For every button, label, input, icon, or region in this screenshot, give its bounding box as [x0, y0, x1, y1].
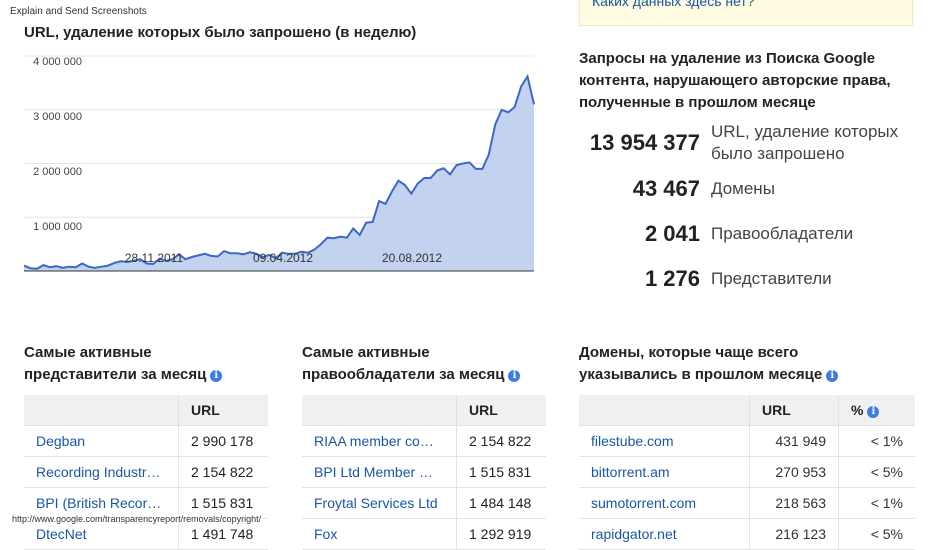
pct-value: < 5%: [838, 518, 915, 550]
table-row: Froytal Services Ltd 1 484 148: [302, 487, 546, 519]
owner-link[interactable]: Froytal Services Ltd: [314, 495, 438, 511]
url-removal-chart: 4 000 000 3 000 000 2 000 000 1 000 000 …: [23, 55, 535, 272]
info-icon[interactable]: i: [826, 370, 839, 382]
url-count: 431 949: [749, 425, 839, 457]
url-count: 1 515 831: [178, 487, 268, 519]
reporters-title: Самые активные представители за месяц i: [24, 342, 244, 386]
url-count: 270 953: [749, 456, 839, 488]
reporters-title-text: Самые активные представители за месяц: [24, 344, 207, 383]
notice-box: Каких данных здесь нет?: [579, 0, 913, 26]
table-row: filestube.com 431 949 < 1%: [579, 425, 915, 457]
owner-link[interactable]: BPI Ltd Member …: [314, 464, 434, 480]
domain-link[interactable]: bittorrent.am: [579, 456, 750, 488]
reporters-table: URL Degban 2 990 178 Recording Industr… 2 …: [24, 395, 268, 550]
url-count: 1 292 919: [456, 518, 546, 550]
y-tick-label: 2 000 000: [33, 166, 82, 178]
domain-link[interactable]: filestube.com: [579, 425, 750, 457]
reporter-link[interactable]: Degban: [36, 433, 86, 449]
pct-value: < 1%: [838, 425, 915, 457]
header-pct: % i: [838, 395, 915, 426]
pct-label: %: [851, 402, 864, 418]
url-count: 216 123: [749, 518, 839, 550]
domain-link[interactable]: rapidgator.net: [579, 518, 750, 550]
top-note: Explain and Send Screenshots: [10, 6, 147, 17]
table-header: URL: [24, 395, 268, 426]
x-tick-label: 28.11.2011: [125, 251, 184, 265]
pct-value: < 1%: [838, 487, 915, 519]
stat-label: URL, удаление которых было запрошено: [711, 122, 899, 163]
header-url: URL: [456, 395, 546, 426]
chart-title: URL, удаление которых было запрошено (в …: [24, 24, 417, 41]
stat-label: Домены: [711, 179, 775, 198]
table-row: bittorrent.am 270 953 < 5%: [579, 456, 915, 488]
stats-title: Запросы на удаление из Поиска Google кон…: [579, 50, 891, 111]
table-header: URL: [302, 395, 546, 426]
owners-table: URL RIAA member co… 2 154 822 BPI Ltd Mem…: [302, 395, 546, 550]
series-line: [23, 73, 535, 270]
table-row: Fox 1 292 919: [302, 518, 546, 550]
x-tick-label: 20.08.2012: [382, 251, 442, 265]
stat-value: 2 041: [644, 221, 700, 246]
owners-title-text: Самые активные правообладатели за месяц: [302, 344, 505, 383]
header-name: [302, 395, 457, 426]
table-row: sumotorrent.com 218 563 < 1%: [579, 487, 915, 519]
info-icon[interactable]: i: [210, 370, 223, 382]
y-tick-label: 3 000 000: [33, 111, 82, 123]
table-row: Degban 2 990 178: [24, 425, 268, 457]
x-tick-label: 09.04.2012: [253, 251, 313, 265]
header-name: [579, 395, 750, 426]
footer-url: http://www.google.com/transparencyreport…: [10, 514, 264, 524]
reporter-link[interactable]: Recording Industr…: [36, 464, 161, 480]
info-icon[interactable]: i: [867, 406, 880, 418]
y-tick-label: 1 000 000: [33, 221, 82, 233]
table-row: Recording Industr… 2 154 822: [24, 456, 268, 488]
stat-value: 13 954 377: [589, 130, 700, 155]
url-count: 218 563: [749, 487, 839, 519]
header-name: [24, 395, 179, 426]
url-count: 2 154 822: [456, 425, 546, 457]
table-row: RIAA member co… 2 154 822: [302, 425, 546, 457]
domain-link[interactable]: sumotorrent.com: [579, 487, 750, 519]
owners-title: Самые активные правообладатели за месяц i: [302, 342, 542, 386]
info-icon[interactable]: i: [508, 370, 521, 382]
owner-link[interactable]: RIAA member co…: [314, 433, 434, 449]
reporter-link[interactable]: BPI (British Recor…: [36, 495, 162, 511]
table-row: BPI Ltd Member … 1 515 831: [302, 456, 546, 488]
pct-value: < 5%: [838, 456, 915, 488]
header-url: URL: [178, 395, 268, 426]
header-url: URL: [749, 395, 839, 426]
url-count: 2 990 178: [178, 425, 268, 457]
table-row: rapidgator.net 216 123 < 5%: [579, 518, 915, 550]
url-count: 2 154 822: [178, 456, 268, 488]
missing-data-link[interactable]: Каких данных здесь нет?: [592, 0, 755, 9]
domains-table: URL % i filestube.com 431 949 < 1% bittorre…: [579, 395, 915, 550]
stat-label: Представители: [711, 269, 832, 288]
owner-link[interactable]: Fox: [314, 526, 338, 542]
stat-label: Правообладатели: [711, 224, 854, 243]
table-header: URL % i: [579, 395, 915, 426]
reporter-link[interactable]: DtecNet: [36, 526, 87, 542]
stat-value: 43 467: [632, 176, 700, 201]
domains-title-text: Домены, которые чаще всего указывались в…: [579, 344, 823, 383]
domains-title: Домены, которые чаще всего указывались в…: [579, 342, 869, 386]
url-count: 1 484 148: [456, 487, 546, 519]
stat-value: 1 276: [644, 266, 700, 291]
table-row: BPI (British Recor… 1 515 831: [24, 487, 268, 519]
series-area: [24, 76, 534, 272]
url-count: 1 515 831: [456, 456, 546, 488]
y-tick-label: 4 000 000: [33, 56, 82, 68]
